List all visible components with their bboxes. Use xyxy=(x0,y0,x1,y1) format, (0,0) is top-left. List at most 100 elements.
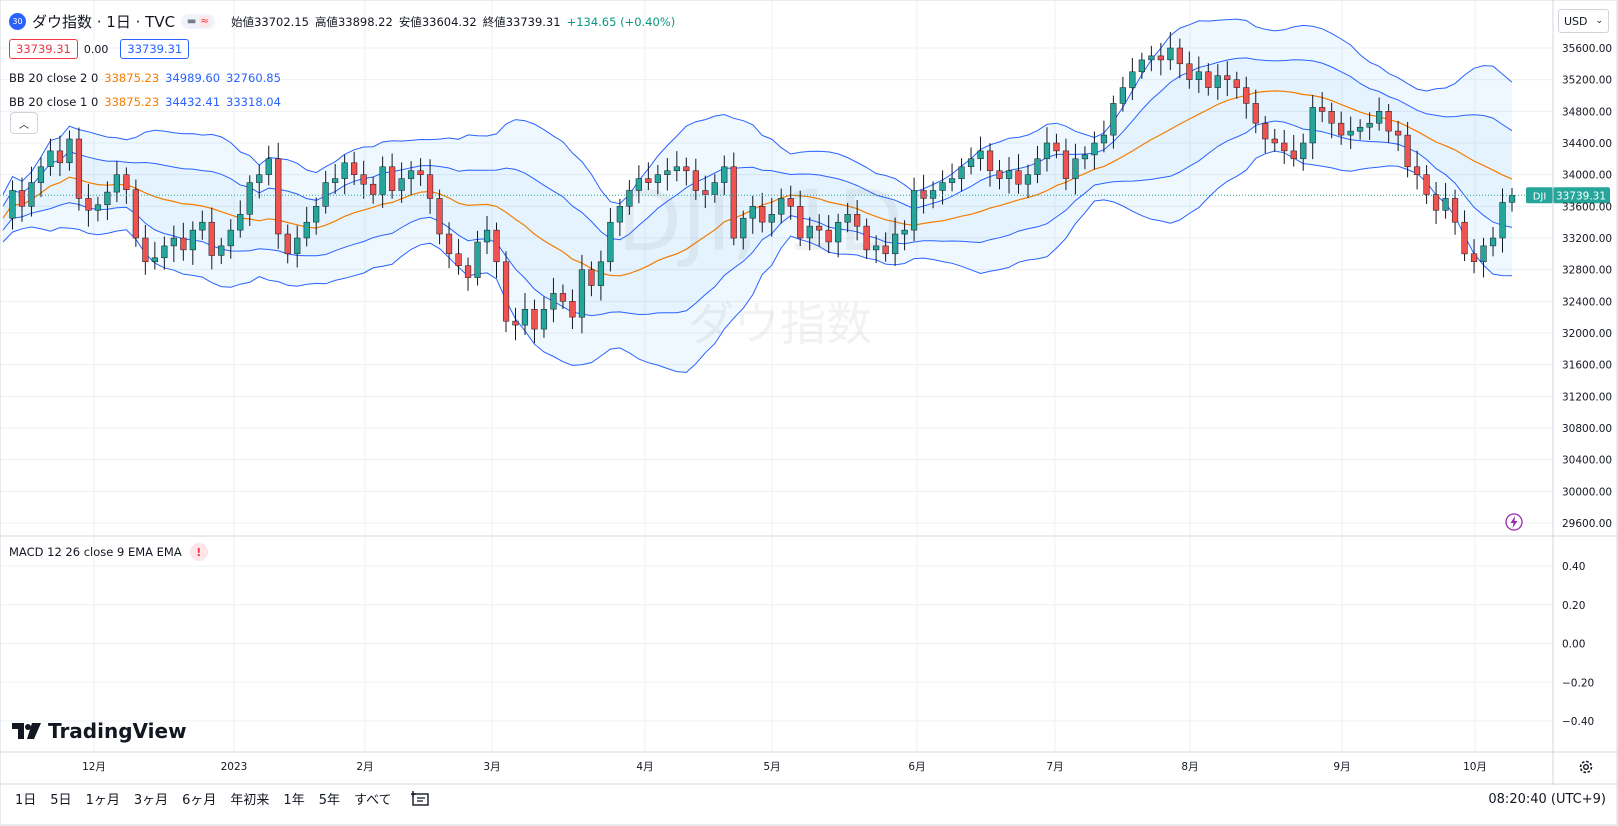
price-tick-label: 30800.00 xyxy=(1562,423,1612,435)
bid-price[interactable]: 33739.31 xyxy=(9,39,78,59)
candle xyxy=(521,309,529,326)
candle xyxy=(892,233,899,255)
candle xyxy=(189,229,196,251)
candle xyxy=(18,190,26,207)
candle xyxy=(85,198,92,211)
candle xyxy=(246,182,253,215)
candle xyxy=(218,245,225,256)
candle xyxy=(1243,87,1250,104)
bb2-upper-line xyxy=(2,18,1513,205)
candle xyxy=(882,245,889,255)
candle xyxy=(1214,75,1221,88)
candle xyxy=(474,241,481,278)
price-tag-value: 33739.31 xyxy=(1556,190,1606,202)
candle xyxy=(75,138,83,199)
price-tick-label: 30000.00 xyxy=(1562,486,1612,498)
candle xyxy=(569,301,576,318)
timeframe-all[interactable]: すべて xyxy=(353,792,392,808)
price-tick-label: 33600.00 xyxy=(1562,201,1612,213)
candle xyxy=(1072,158,1079,179)
candle xyxy=(341,162,348,179)
timeframe-3m[interactable]: 3ヶ月 xyxy=(133,792,169,808)
replay-icon[interactable] xyxy=(410,790,430,808)
gear-icon[interactable] xyxy=(1577,758,1595,776)
candle xyxy=(142,237,149,263)
collapse-legend-button[interactable]: ︿ xyxy=(10,112,38,134)
candle xyxy=(559,293,567,302)
candle xyxy=(825,229,832,243)
timeframe-ytd[interactable]: 年初来 xyxy=(230,792,270,808)
candle xyxy=(540,309,548,330)
collapse-icon: ︿ xyxy=(19,119,29,131)
bb2-lower: 32760.85 xyxy=(226,71,281,85)
candle xyxy=(1081,154,1089,160)
candle xyxy=(626,190,633,207)
bb2-upper: 34989.60 xyxy=(165,71,221,85)
candle xyxy=(702,190,709,195)
timeframe-6m[interactable]: 6ヶ月 xyxy=(182,792,217,808)
bb1-upper: 34432.41 xyxy=(165,95,221,109)
candle xyxy=(56,150,64,164)
candle xyxy=(455,253,462,266)
warning-icon[interactable]: ! xyxy=(189,543,208,561)
timeframe-1m[interactable]: 1ヶ月 xyxy=(85,792,120,808)
symbol-title[interactable]: ダウ指数 · 1日 · TVC xyxy=(32,13,176,31)
macd-tick-label: −0.20 xyxy=(1562,677,1594,689)
ask-price[interactable]: 33739.31 xyxy=(120,39,190,59)
candle xyxy=(901,229,908,235)
candle xyxy=(407,170,415,179)
candle xyxy=(464,265,472,278)
visibility-toggle[interactable]: ▬ ≈ xyxy=(181,14,216,29)
bb2-fill xyxy=(3,19,1512,373)
timeframe-1y[interactable]: 1年 xyxy=(283,792,305,808)
macd-tick-label: 0.00 xyxy=(1562,639,1585,651)
candle xyxy=(379,166,386,195)
time-tick-label: 2月 xyxy=(356,761,373,773)
chevron-down-icon: ⌄ xyxy=(1595,16,1603,26)
wave-icon[interactable]: ≈ xyxy=(199,16,211,27)
candle xyxy=(417,170,424,175)
candle xyxy=(948,178,956,183)
candle xyxy=(986,150,994,171)
price-tick-label: 35200.00 xyxy=(1562,75,1612,87)
clock[interactable]: 08:20:40 (UTC+9) xyxy=(1488,792,1606,807)
timeframe-5d[interactable]: 5日 xyxy=(50,792,72,808)
candle xyxy=(1167,47,1174,61)
candle xyxy=(370,183,377,195)
candle xyxy=(351,162,358,175)
minus-icon[interactable]: ▬ xyxy=(186,16,197,27)
candle xyxy=(578,269,586,318)
bb1-lower-line xyxy=(2,120,1513,317)
timeframe-1d[interactable]: 1日 xyxy=(15,792,37,808)
candle xyxy=(1195,71,1202,80)
currency-selector[interactable]: USD ⌄ xyxy=(1558,9,1609,33)
candle xyxy=(654,174,661,183)
price-tick-label: 32800.00 xyxy=(1562,265,1612,277)
macd-legend[interactable]: MACD 12 26 close 9 EMA EMA ! xyxy=(9,543,208,561)
candle xyxy=(256,174,263,183)
candle xyxy=(1176,47,1183,65)
symbol-icon: 30 xyxy=(9,13,26,30)
candle xyxy=(1470,253,1478,262)
bid-ask-row: 33739.31 0.00 33739.31 xyxy=(9,39,190,59)
bb1-legend[interactable]: BB 20 close 1 0 33875.23 34432.41 33318.… xyxy=(9,95,281,109)
candle xyxy=(426,174,434,199)
price-tick-label: 35600.00 xyxy=(1562,43,1612,55)
candle xyxy=(170,237,177,247)
candle xyxy=(180,237,187,251)
bb2-legend[interactable]: BB 20 close 2 0 33875.23 34989.60 32760.… xyxy=(9,71,281,85)
tradingview-logo[interactable]: TradingView xyxy=(12,719,187,743)
timeframe-5y[interactable]: 5年 xyxy=(318,792,340,808)
candle xyxy=(199,221,206,231)
candle xyxy=(683,166,690,172)
candle xyxy=(1338,122,1345,136)
candle xyxy=(1186,63,1193,80)
price-tag-bg xyxy=(1553,187,1610,204)
price-tick-label: 31600.00 xyxy=(1562,360,1612,372)
lightning-icon[interactable] xyxy=(1505,513,1523,531)
candle xyxy=(493,229,500,263)
bb2-name: BB 20 close 2 0 xyxy=(9,71,99,85)
candle xyxy=(929,190,937,199)
price-tick-label: 34800.00 xyxy=(1562,106,1612,118)
